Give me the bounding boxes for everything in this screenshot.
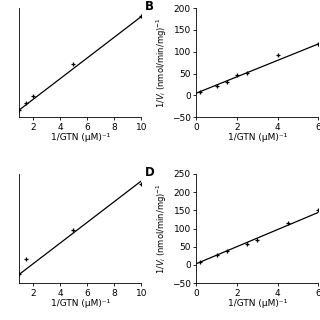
Text: B: B [145, 0, 154, 13]
Y-axis label: 1/$V_i$ (nmol/min/mg)$^{-1}$: 1/$V_i$ (nmol/min/mg)$^{-1}$ [155, 183, 169, 274]
X-axis label: 1/GTN (μM)⁻¹: 1/GTN (μM)⁻¹ [228, 133, 287, 142]
X-axis label: 1/GTN (μM)⁻¹: 1/GTN (μM)⁻¹ [51, 133, 110, 142]
Text: D: D [145, 166, 155, 179]
Y-axis label: 1/$V_i$ (nmol/min/mg)$^{-1}$: 1/$V_i$ (nmol/min/mg)$^{-1}$ [155, 17, 169, 108]
X-axis label: 1/GTN (μM)⁻¹: 1/GTN (μM)⁻¹ [51, 299, 110, 308]
X-axis label: 1/GTN (μM)⁻¹: 1/GTN (μM)⁻¹ [228, 299, 287, 308]
